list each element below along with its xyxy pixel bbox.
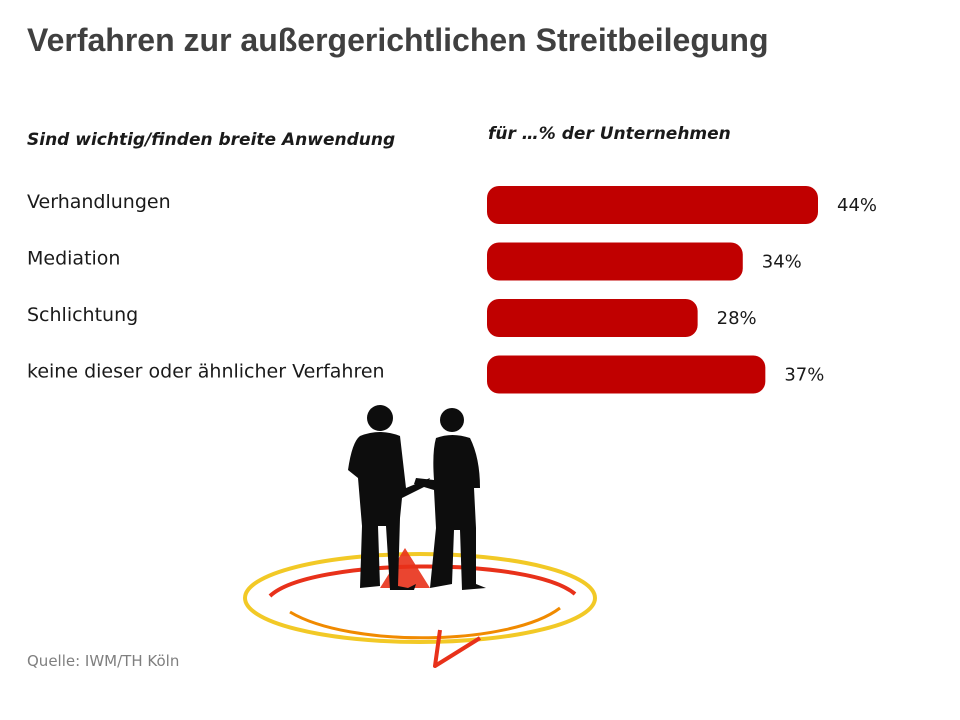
category-label: Schlichtung bbox=[27, 304, 138, 326]
value-label: 44% bbox=[837, 195, 877, 216]
category-label: Verhandlungen bbox=[27, 191, 171, 213]
category-column-header: Sind wichtig/finden breite Anwendung bbox=[27, 130, 396, 150]
speech-bubble-tail bbox=[433, 629, 482, 668]
bar bbox=[487, 242, 743, 281]
bar bbox=[487, 355, 766, 394]
category-label: keine dieser oder ähnlicher Verfahren bbox=[27, 361, 385, 383]
lower-orbit-swoosh bbox=[289, 606, 561, 640]
outer-orbit-ring bbox=[243, 552, 597, 644]
value-label: 34% bbox=[762, 252, 802, 273]
handshake-silhouette-icon bbox=[243, 405, 597, 668]
left-person-silhouette bbox=[348, 405, 430, 590]
chart-title: Verfahren zur außergerichtlichen Streitb… bbox=[27, 22, 769, 58]
bar-chart: Verhandlungen 44% Mediation 34% Schlichtung 2… bbox=[27, 186, 877, 394]
value-label: 28% bbox=[717, 308, 757, 329]
inner-orbit-swoosh bbox=[268, 564, 577, 598]
bar bbox=[487, 299, 698, 337]
bar bbox=[487, 186, 818, 224]
right-person-silhouette bbox=[414, 408, 486, 590]
value-label: 37% bbox=[784, 365, 824, 386]
value-column-header: für …% der Unternehmen bbox=[488, 124, 731, 144]
source-note: Quelle: IWM/TH Köln bbox=[27, 652, 180, 670]
category-label: Mediation bbox=[27, 248, 120, 270]
